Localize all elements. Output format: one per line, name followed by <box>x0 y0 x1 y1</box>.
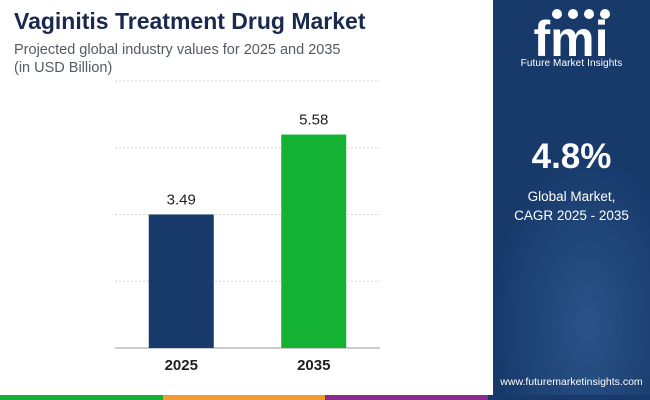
cagr-value: 4.8% <box>531 137 612 176</box>
bottom-bar-segment-green <box>0 395 163 400</box>
cagr-label: Global Market, CAGR 2025 - 2035 <box>493 187 650 225</box>
bar-2035 <box>281 134 347 348</box>
logo-text: Future Market Insights <box>520 58 623 69</box>
panel-glow-decoration <box>493 150 650 400</box>
svg-text:fmi: fmi <box>533 11 608 58</box>
side-panel: fmi Future Market Insights 4.8% Global M… <box>493 0 650 400</box>
x-tick-label-2035: 2035 <box>297 357 330 374</box>
chart-title: Vaginitis Treatment Drug Market <box>14 8 366 34</box>
subtitle-line-2: (in USD Billion) <box>14 60 113 76</box>
cagr-label-line-1: Global Market, <box>527 189 616 204</box>
cagr-label-line-2: CAGR 2025 - 2035 <box>514 208 629 223</box>
bottom-color-bar <box>0 395 650 400</box>
bottom-bar-segment-orange <box>162 395 325 400</box>
chart-subtitle: Projected global industry values for 202… <box>14 41 340 77</box>
brand-logo: fmi Future Market Insights <box>493 6 650 69</box>
subtitle-line-1: Projected global industry values for 202… <box>14 42 341 58</box>
data-label-2025: 3.49 <box>167 192 196 209</box>
x-tick-label-2025: 2025 <box>165 357 198 374</box>
bar-2025 <box>148 214 214 348</box>
data-label-2035: 5.58 <box>299 112 328 129</box>
website-link[interactable]: www.futuremarketinsights.com <box>500 376 643 388</box>
fmi-logo-icon: fmi <box>533 9 610 58</box>
bottom-bar-segment-purple <box>325 395 488 400</box>
bar-chart: 3.49 2025 5.58 2035 <box>115 80 380 374</box>
bottom-bar-segment-navy <box>487 395 650 400</box>
